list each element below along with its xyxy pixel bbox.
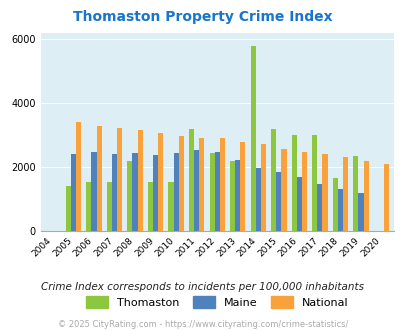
- Text: Crime Index corresponds to incidents per 100,000 inhabitants: Crime Index corresponds to incidents per…: [41, 282, 364, 292]
- Legend: Thomaston, Maine, National: Thomaston, Maine, National: [81, 292, 352, 312]
- Bar: [91, 152, 96, 231]
- Text: © 2025 CityRating.com - https://www.cityrating.com/crime-statistics/: © 2025 CityRating.com - https://www.city…: [58, 320, 347, 329]
- Bar: [332, 178, 337, 231]
- Bar: [168, 182, 173, 231]
- Bar: [86, 182, 91, 231]
- Bar: [107, 182, 112, 231]
- Bar: [76, 122, 81, 231]
- Bar: [337, 189, 342, 231]
- Bar: [117, 128, 122, 231]
- Bar: [362, 161, 368, 231]
- Bar: [240, 142, 245, 231]
- Bar: [132, 153, 137, 231]
- Bar: [96, 126, 101, 231]
- Bar: [271, 129, 275, 231]
- Bar: [383, 164, 388, 231]
- Text: Thomaston Property Crime Index: Thomaston Property Crime Index: [73, 10, 332, 24]
- Bar: [250, 46, 255, 231]
- Bar: [311, 135, 317, 231]
- Bar: [66, 186, 71, 231]
- Bar: [214, 152, 219, 231]
- Bar: [301, 152, 306, 231]
- Bar: [173, 153, 178, 231]
- Bar: [127, 161, 132, 231]
- Bar: [234, 160, 240, 231]
- Bar: [230, 161, 234, 231]
- Bar: [352, 156, 358, 231]
- Bar: [296, 177, 301, 231]
- Bar: [153, 155, 158, 231]
- Bar: [194, 150, 199, 231]
- Bar: [260, 144, 265, 231]
- Bar: [209, 153, 214, 231]
- Bar: [137, 130, 143, 231]
- Bar: [255, 168, 260, 231]
- Bar: [358, 193, 362, 231]
- Bar: [188, 129, 194, 231]
- Bar: [291, 135, 296, 231]
- Bar: [342, 157, 347, 231]
- Bar: [199, 138, 204, 231]
- Bar: [158, 133, 163, 231]
- Bar: [71, 154, 76, 231]
- Bar: [317, 184, 322, 231]
- Bar: [281, 148, 286, 231]
- Bar: [178, 137, 183, 231]
- Bar: [112, 154, 117, 231]
- Bar: [275, 172, 281, 231]
- Bar: [147, 182, 153, 231]
- Bar: [219, 138, 224, 231]
- Bar: [322, 154, 327, 231]
